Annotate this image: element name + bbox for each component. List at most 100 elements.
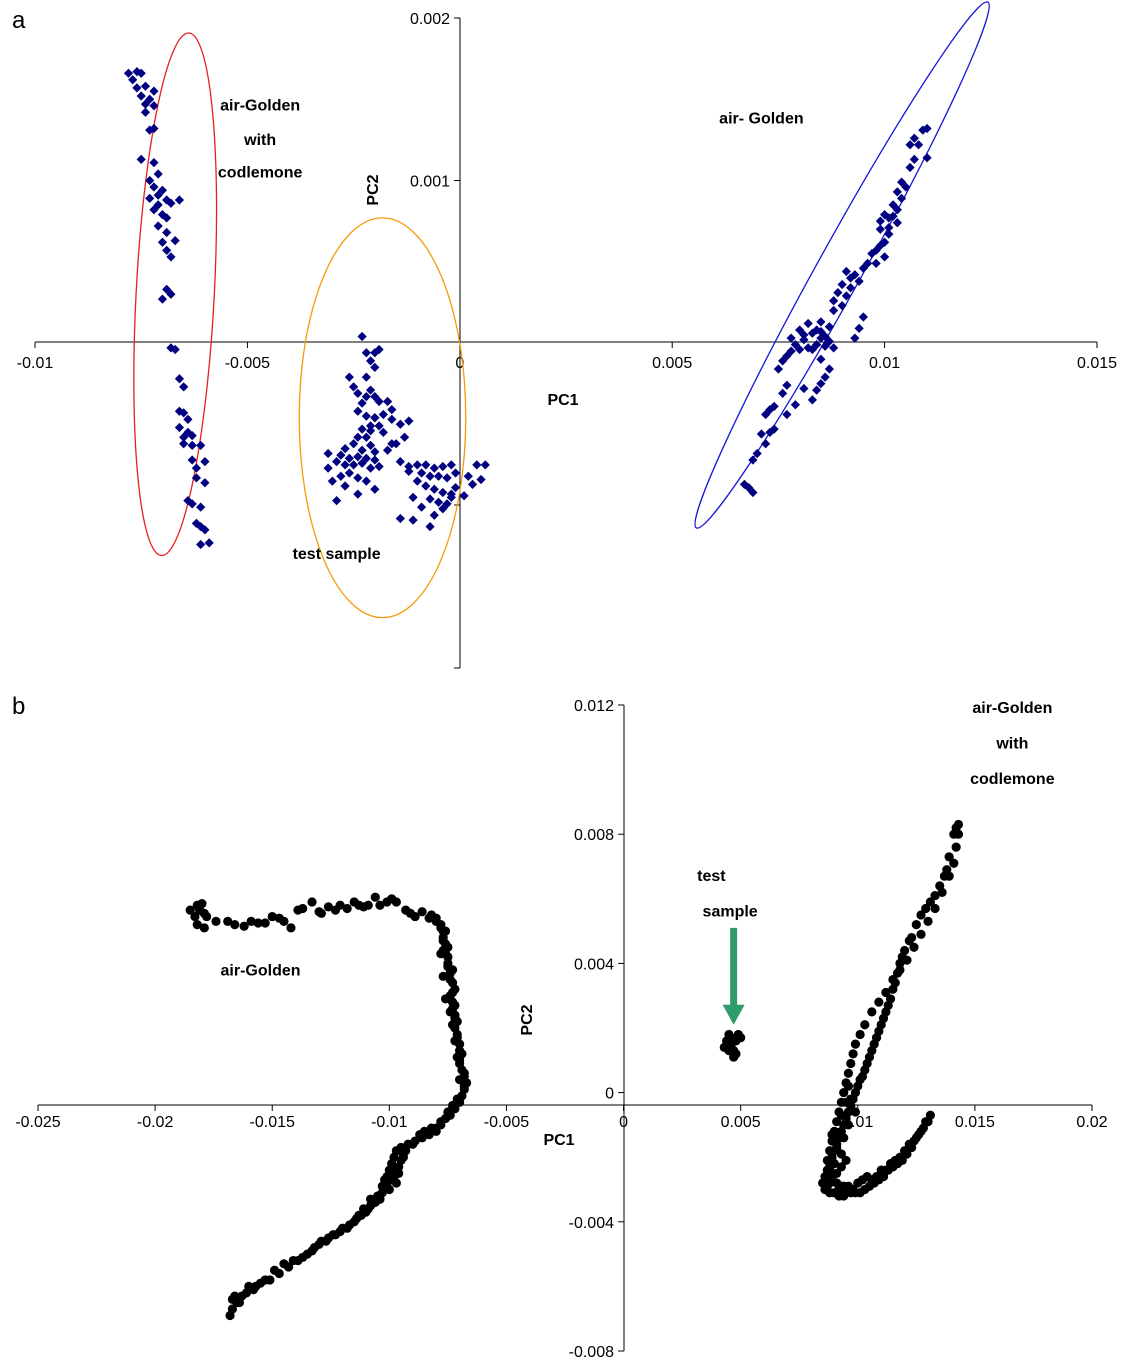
data-point	[944, 852, 954, 862]
data-point	[365, 463, 376, 473]
data-point	[748, 455, 758, 465]
data-point	[404, 461, 414, 472]
data-point	[450, 984, 460, 994]
data-point	[417, 907, 427, 917]
panel-b-x-tick-label: 0.005	[721, 1114, 761, 1131]
panel-b-y-tick-label: 0.004	[574, 956, 614, 973]
data-point	[340, 460, 350, 470]
data-point	[395, 419, 405, 429]
data-point	[349, 460, 359, 470]
data-point	[748, 487, 758, 498]
data-point	[425, 471, 435, 481]
data-point	[246, 916, 256, 927]
data-point	[916, 910, 926, 920]
data-point	[398, 1149, 408, 1159]
panel-b-y-tick-label: -0.008	[569, 1344, 614, 1361]
data-point	[443, 942, 453, 952]
panel-b-x-tick-label: 0.015	[955, 1114, 995, 1131]
data-point	[370, 455, 380, 465]
data-point	[374, 421, 384, 431]
data-point	[841, 1155, 851, 1166]
data-point	[884, 229, 894, 239]
data-point	[361, 392, 371, 402]
data-point	[949, 858, 959, 868]
data-point	[953, 829, 964, 839]
data-point	[363, 1204, 373, 1214]
data-point	[162, 227, 172, 238]
data-point	[911, 1133, 921, 1143]
data-point	[365, 421, 376, 431]
data-point	[843, 1068, 854, 1078]
data-point	[380, 1175, 390, 1185]
data-point	[288, 1255, 298, 1266]
data-point	[930, 903, 940, 914]
data-point	[905, 162, 915, 173]
data-point	[875, 224, 885, 234]
data-point	[202, 911, 212, 922]
panel-b-annotation-with: with	[995, 736, 1028, 753]
data-point	[353, 432, 363, 442]
data-point	[450, 1013, 460, 1023]
panel-a-annotation-codlemone: codlemone	[218, 164, 303, 181]
data-point	[443, 958, 453, 969]
data-point	[200, 525, 210, 535]
data-point	[438, 504, 448, 514]
data-point	[445, 1007, 455, 1017]
data-point	[756, 429, 767, 439]
data-point	[145, 94, 155, 104]
data-point	[357, 331, 367, 342]
data-point	[429, 510, 439, 520]
panel-a-y-tick-label: 0.001	[410, 174, 450, 191]
data-point	[419, 1126, 430, 1136]
data-point	[846, 1058, 856, 1069]
data-point	[353, 406, 363, 416]
data-point	[149, 86, 159, 96]
data-point	[799, 335, 809, 345]
data-point	[786, 333, 796, 343]
data-point	[438, 936, 448, 946]
data-point	[349, 1217, 359, 1227]
data-point	[839, 1191, 849, 1201]
data-point	[153, 169, 163, 179]
panel-b-y-axis-label: PC2	[519, 1004, 536, 1035]
air-golden-with-codlemone-ellipse	[133, 32, 218, 557]
data-point	[149, 205, 159, 215]
data-point	[149, 101, 159, 111]
test-sample-arrow	[722, 927, 745, 1025]
data-point	[846, 283, 856, 293]
data-point	[136, 68, 146, 78]
data-point	[867, 1007, 877, 1017]
data-point	[179, 439, 189, 449]
panel-a-annotations: air-Golden with codlemone air- Golden test s…	[218, 98, 804, 564]
data-point	[412, 476, 422, 486]
data-point	[875, 240, 885, 251]
series-test-sample	[719, 1029, 746, 1062]
data-point	[190, 911, 200, 922]
data-point	[349, 382, 359, 392]
data-point	[394, 1168, 404, 1178]
data-point	[446, 492, 456, 502]
data-point	[445, 974, 455, 985]
data-point	[391, 1178, 401, 1188]
panel-a-x-tick-label: -0.01	[17, 355, 54, 372]
data-point	[739, 479, 750, 489]
data-point	[450, 1000, 460, 1010]
data-point	[724, 1046, 734, 1056]
panel-b-annotations: air-Golden air-Golden with codlemone test sam…	[221, 700, 1055, 980]
data-point	[913, 140, 924, 150]
data-point	[211, 916, 221, 927]
data-point	[157, 237, 168, 247]
data-point	[438, 487, 448, 498]
data-point	[382, 396, 393, 407]
data-point	[361, 476, 371, 486]
data-point	[799, 383, 809, 394]
air-golden-ellipse	[694, 1, 990, 529]
data-point	[778, 356, 788, 366]
data-point	[901, 182, 911, 192]
data-point	[922, 123, 932, 134]
data-point	[166, 289, 176, 299]
data-point	[378, 409, 388, 420]
data-point	[187, 440, 197, 450]
panel-b-x-tick-label: -0.015	[250, 1114, 295, 1131]
